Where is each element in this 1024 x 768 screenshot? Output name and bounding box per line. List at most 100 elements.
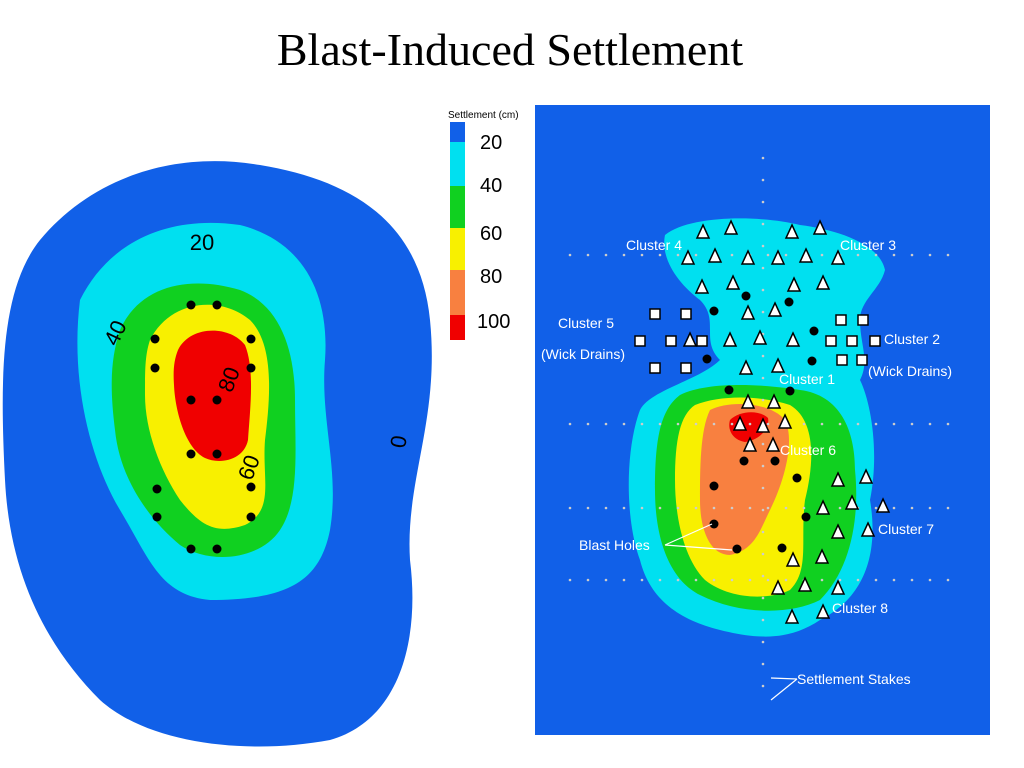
stake bbox=[856, 422, 860, 426]
stake bbox=[761, 486, 765, 490]
legend-label: 20 bbox=[480, 132, 502, 154]
blast-hole bbox=[709, 519, 719, 529]
blast-hole bbox=[739, 456, 749, 466]
cluster-label: Cluster 5 bbox=[558, 315, 614, 331]
settlement-marker bbox=[742, 436, 758, 452]
cluster-label: Cluster 1 bbox=[779, 371, 835, 387]
blast-hole bbox=[702, 354, 712, 364]
contour-label: 0 bbox=[385, 433, 412, 449]
stake bbox=[761, 640, 765, 644]
stake bbox=[622, 253, 626, 257]
stake bbox=[766, 253, 770, 257]
stake bbox=[928, 578, 932, 582]
stake bbox=[604, 253, 608, 257]
settlement-marker bbox=[812, 219, 828, 235]
blast-hole bbox=[212, 449, 222, 459]
stake bbox=[874, 578, 878, 582]
blast-hole bbox=[246, 363, 256, 373]
settlement-marker bbox=[785, 551, 801, 567]
wick-drain bbox=[846, 335, 858, 347]
settlement-marker bbox=[725, 274, 741, 290]
wick-drain bbox=[869, 335, 881, 347]
stake bbox=[604, 578, 608, 582]
blast-hole bbox=[732, 544, 742, 554]
wick-drain bbox=[649, 362, 661, 374]
stake bbox=[784, 253, 788, 257]
blast-hole bbox=[809, 326, 819, 336]
arrows bbox=[664, 523, 798, 701]
wick-drain bbox=[857, 314, 869, 326]
cluster-label: Cluster 4 bbox=[626, 237, 682, 253]
annotation: Blast Holes bbox=[579, 537, 650, 553]
stake bbox=[892, 506, 896, 510]
stake bbox=[712, 578, 716, 582]
stake bbox=[761, 200, 765, 204]
settlement-marker bbox=[767, 301, 783, 317]
settlement-marker bbox=[740, 249, 756, 265]
legend-title: Settlement (cm) bbox=[448, 110, 519, 121]
settlement-marker bbox=[770, 579, 786, 595]
stake bbox=[856, 253, 860, 257]
legend-swatch bbox=[450, 315, 465, 340]
settlement-marker bbox=[755, 417, 771, 433]
settlement-marker bbox=[784, 223, 800, 239]
settlement-marker bbox=[682, 331, 698, 347]
legend-label: 80 bbox=[480, 266, 502, 288]
stake bbox=[640, 422, 644, 426]
blast-hole bbox=[785, 386, 795, 396]
wick-drain bbox=[634, 335, 646, 347]
stake bbox=[928, 422, 932, 426]
stake bbox=[946, 578, 950, 582]
settlement-marker bbox=[777, 413, 793, 429]
contour-80 bbox=[173, 330, 252, 461]
stake bbox=[784, 578, 788, 582]
stake bbox=[761, 662, 765, 666]
stake bbox=[640, 506, 644, 510]
settlement-marker bbox=[695, 223, 711, 239]
stake bbox=[622, 578, 626, 582]
stake bbox=[694, 422, 698, 426]
settlement-marker bbox=[752, 329, 768, 345]
cluster-label: Cluster 6 bbox=[780, 442, 836, 458]
stake bbox=[761, 288, 765, 292]
blast-hole bbox=[246, 482, 256, 492]
stake bbox=[586, 578, 590, 582]
stake bbox=[640, 253, 644, 257]
settlement-marker bbox=[830, 471, 846, 487]
blast-hole bbox=[186, 449, 196, 459]
stake bbox=[761, 618, 765, 622]
wick-drain bbox=[825, 335, 837, 347]
blast-hole bbox=[807, 356, 817, 366]
stake bbox=[568, 253, 572, 257]
blast-hole bbox=[212, 300, 222, 310]
blast-hole bbox=[186, 300, 196, 310]
stake bbox=[766, 578, 770, 582]
blast-hole bbox=[724, 385, 734, 395]
settlement-marker bbox=[814, 548, 830, 564]
legend-swatch bbox=[450, 270, 465, 315]
settlement-marker bbox=[844, 494, 860, 510]
stake bbox=[874, 253, 878, 257]
stake bbox=[748, 506, 752, 510]
stake bbox=[568, 578, 572, 582]
legend-label: 60 bbox=[480, 223, 502, 245]
stake bbox=[658, 253, 662, 257]
stake bbox=[676, 578, 680, 582]
settlement-marker bbox=[815, 603, 831, 619]
settlement-marker bbox=[830, 523, 846, 539]
settlement-marker bbox=[786, 276, 802, 292]
stake bbox=[802, 506, 806, 510]
stake bbox=[838, 578, 842, 582]
stake bbox=[761, 244, 765, 248]
stake bbox=[712, 506, 716, 510]
stake bbox=[748, 578, 752, 582]
blast-hole bbox=[212, 395, 222, 405]
settlement-marker bbox=[830, 579, 846, 595]
contour-80 bbox=[700, 404, 790, 555]
settlement-marker bbox=[784, 608, 800, 624]
blast-hole bbox=[801, 512, 811, 522]
stake bbox=[946, 422, 950, 426]
left-contour-map: 20 40 80 60 0 bbox=[2, 161, 432, 747]
legend-swatch bbox=[450, 186, 465, 228]
